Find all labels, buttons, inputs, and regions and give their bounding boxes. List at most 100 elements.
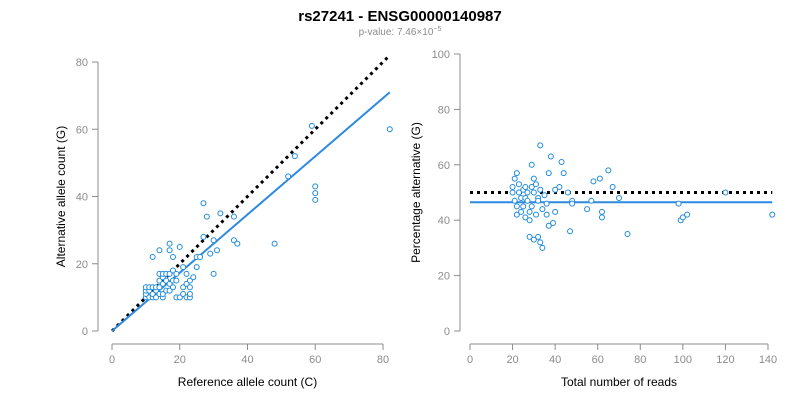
data-point (200, 200, 207, 207)
x-tick-label: 80 (377, 354, 389, 366)
data-point (526, 233, 533, 240)
data-point (285, 173, 292, 180)
data-points (142, 122, 393, 301)
allele-count-scatter: 0 20 40 60 80 0 20 40 60 80 Reference allele count… (54, 54, 393, 389)
data-point (217, 210, 224, 217)
data-point (193, 264, 200, 271)
data-point (312, 196, 319, 203)
data-point (166, 240, 173, 247)
x-tick-label: 80 (634, 354, 646, 366)
data-point (234, 240, 241, 247)
x-tick-label: 140 (759, 354, 777, 366)
data-point (679, 214, 686, 221)
data-point (528, 161, 535, 168)
y-tick-label: 60 (76, 124, 88, 136)
y-axis-title: Percentage alternative (G) (409, 122, 423, 263)
y-tick-label: 80 (76, 57, 88, 69)
data-point (605, 167, 612, 174)
data-point (560, 170, 567, 177)
data-point (558, 159, 565, 166)
data-point (200, 233, 207, 240)
data-point (532, 211, 539, 218)
data-point (520, 203, 527, 210)
data-point (588, 197, 595, 204)
data-point (528, 203, 535, 210)
data-point (230, 213, 237, 220)
data-point (159, 280, 166, 287)
data-point (210, 237, 217, 244)
y-tick-label: 40 (438, 215, 450, 227)
data-point (547, 153, 554, 160)
x-tick-label: 100 (674, 354, 692, 366)
y-tick-label: 0 (444, 326, 450, 338)
data-point (584, 206, 591, 213)
data-point (524, 197, 531, 204)
data-point (511, 175, 518, 182)
data-point (609, 183, 616, 190)
y-tick-label: 20 (438, 271, 450, 283)
data-point (149, 291, 156, 298)
data-point (537, 186, 544, 193)
data-point (173, 270, 180, 277)
data-point (541, 192, 548, 199)
y-tick-label: 20 (76, 259, 88, 271)
y-axis: 0 20 40 60 80 (76, 57, 99, 338)
data-point (176, 243, 183, 250)
data-point (550, 219, 557, 226)
x-tick-label: 0 (467, 354, 473, 366)
data-point (535, 233, 542, 240)
y-tick-label: 60 (438, 160, 450, 172)
data-point (166, 287, 173, 294)
x-tick-label: 120 (716, 354, 734, 366)
data-point (180, 264, 187, 271)
x-tick-label: 40 (241, 354, 253, 366)
data-point (530, 236, 537, 243)
data-point (153, 294, 160, 301)
x-axis-title: Reference allele count (C) (178, 375, 317, 389)
y-tick-label: 40 (76, 192, 88, 204)
data-point (545, 170, 552, 177)
data-point (598, 208, 605, 215)
data-point (169, 254, 176, 261)
data-point (535, 197, 542, 204)
x-axis: 0 20 40 60 80 100 120 140 (467, 343, 777, 366)
data-point (156, 277, 163, 284)
data-point (230, 237, 237, 244)
data-point (539, 206, 546, 213)
data-point (532, 181, 539, 188)
data-point (156, 247, 163, 254)
data-point (386, 126, 393, 133)
data-point (522, 183, 529, 190)
y-tick-label: 0 (82, 326, 88, 338)
data-point (684, 211, 691, 218)
data-point (308, 122, 315, 129)
p-value-text: p-value: 7.46×10 (359, 27, 434, 38)
data-point (214, 247, 221, 254)
y-tick-label: 80 (438, 104, 450, 116)
data-point (522, 214, 529, 221)
data-point (176, 294, 183, 301)
data-point (564, 189, 571, 196)
data-point (197, 254, 204, 261)
data-point (616, 195, 622, 202)
percentage-alternative-scatter: 0 20 40 60 80 100 0 20 40 60 80 100 120 140 Total numb… (409, 49, 777, 389)
data-point (552, 208, 559, 215)
chart-subtitle: p-value: 7.46×10−5 (359, 26, 442, 38)
data-point (543, 211, 550, 218)
data-point (515, 189, 522, 196)
data-point (528, 183, 535, 190)
data-point (524, 189, 531, 196)
data-point (722, 189, 729, 196)
data-point (543, 200, 550, 207)
data-point (513, 203, 520, 210)
data-point (598, 214, 605, 221)
data-point (169, 267, 176, 274)
data-point (530, 189, 537, 196)
data-point (552, 186, 559, 193)
x-tick-label: 60 (309, 354, 321, 366)
data-point (159, 291, 166, 298)
x-tick-label: 20 (506, 354, 518, 366)
y-tick-label: 100 (432, 49, 450, 61)
data-point (537, 239, 544, 246)
data-point (530, 175, 537, 182)
